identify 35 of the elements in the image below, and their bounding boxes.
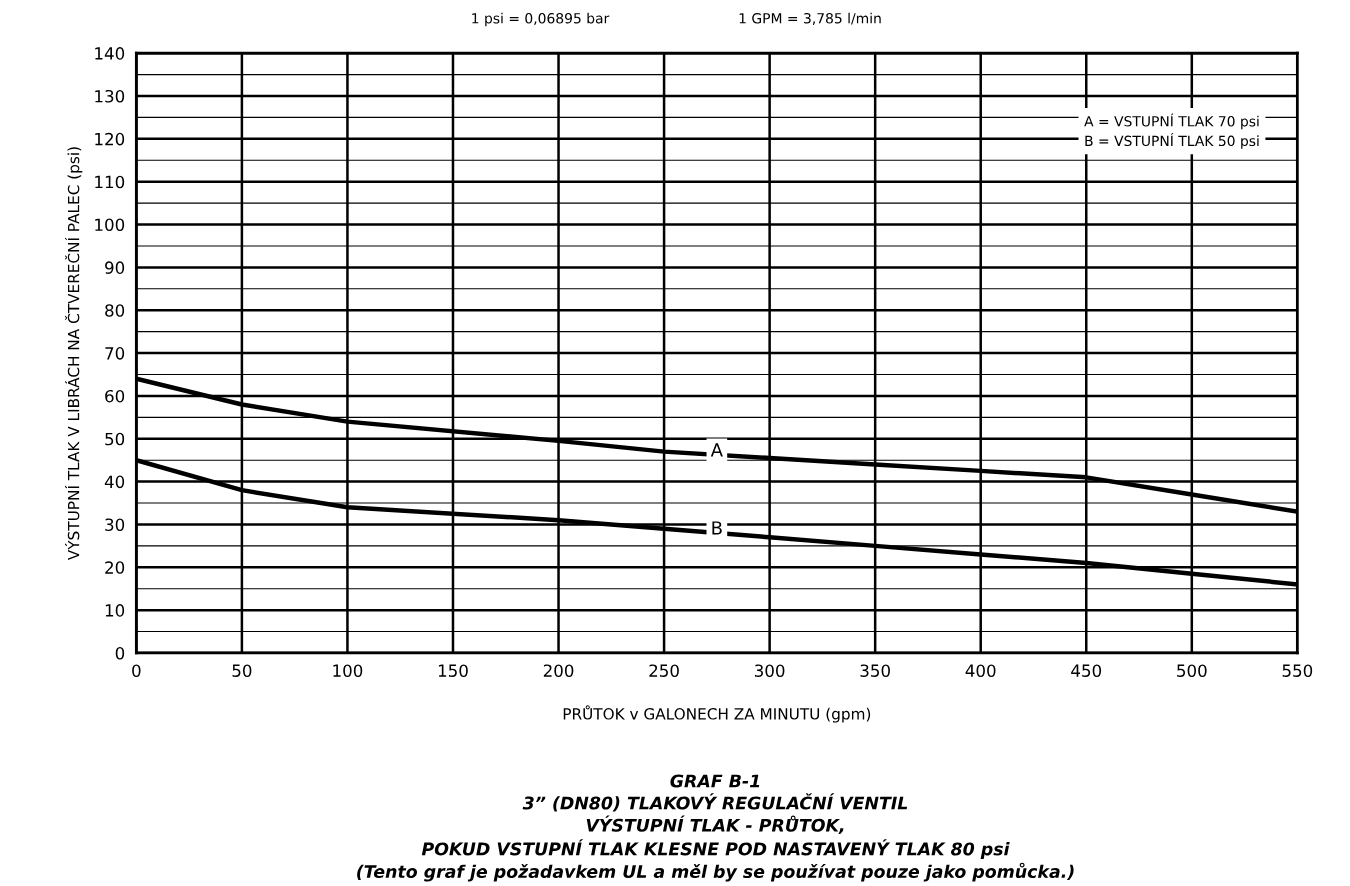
y-tick-label: 30: [105, 518, 125, 532]
x-tick-label: 200: [543, 664, 574, 677]
x-tick-label: 100: [333, 664, 363, 677]
y-tick-label: 120: [95, 132, 125, 146]
x-tick-label: 400: [965, 664, 996, 677]
x-tick-label: 0: [132, 664, 141, 677]
y-tick-label: 100: [95, 218, 125, 232]
x-tick-label: 450: [1071, 664, 1102, 677]
series-label: A: [710, 443, 723, 457]
annotation: A = VSTUPNÍ TLAK 70 psi B = VSTUPNÍ TLAK 50 psi: [1084, 113, 1259, 149]
series-label: B: [712, 521, 722, 535]
y-tick-label: 70: [105, 347, 125, 360]
y-tick-label: 50: [105, 432, 125, 446]
x-tick-label: 250: [649, 664, 679, 677]
y-tick-label: 130: [95, 89, 125, 103]
x-tick-label: 500: [1177, 664, 1207, 677]
y-tick-label: 40: [104, 475, 125, 489]
text: 1 GPM = 3,785 l/min: [739, 12, 881, 25]
y-tick-label: 10: [105, 604, 125, 617]
x-tick-label: 300: [754, 664, 785, 677]
y-tick-label: 80: [105, 304, 125, 317]
y-tick-label: 140: [95, 47, 125, 60]
x-tick-label: 50: [232, 664, 252, 677]
text: GRAF B-1 3” (DN80) TLAKOVÝ REGULAČNÍ VENTIL VÝSTUPNÍ TLAK - PRŮTOK, POKUD VSTUPNÍ TLAK KLESNE POD NASTAVENÝ TLAK 80 psi (Tento graf je požadavkem UL a měl by se používat pouze jako pomůcka.): [357, 774, 1074, 882]
x-tick-label: 550: [1282, 664, 1313, 677]
y-tick-label: 60: [105, 389, 125, 403]
text: 1 psi = 0,06895 bar: [472, 12, 610, 27]
y-tick-label: 0: [115, 646, 125, 660]
y-tick-label: 20: [105, 561, 125, 574]
y-tick-label: 110: [95, 175, 125, 189]
y-axis-title: VÝSTUPNÍ TLAK V LIBRÁCH NA ČTVEREČNÍ PALEC (psi): [64, 147, 83, 561]
x-tick-label: 350: [860, 664, 890, 677]
x-axis-title: PRŮTOK v GALONECH ZA MINUTU (gpm): [563, 705, 871, 723]
y-tick-label: 90: [105, 261, 125, 274]
x-tick-label: 150: [438, 664, 468, 677]
